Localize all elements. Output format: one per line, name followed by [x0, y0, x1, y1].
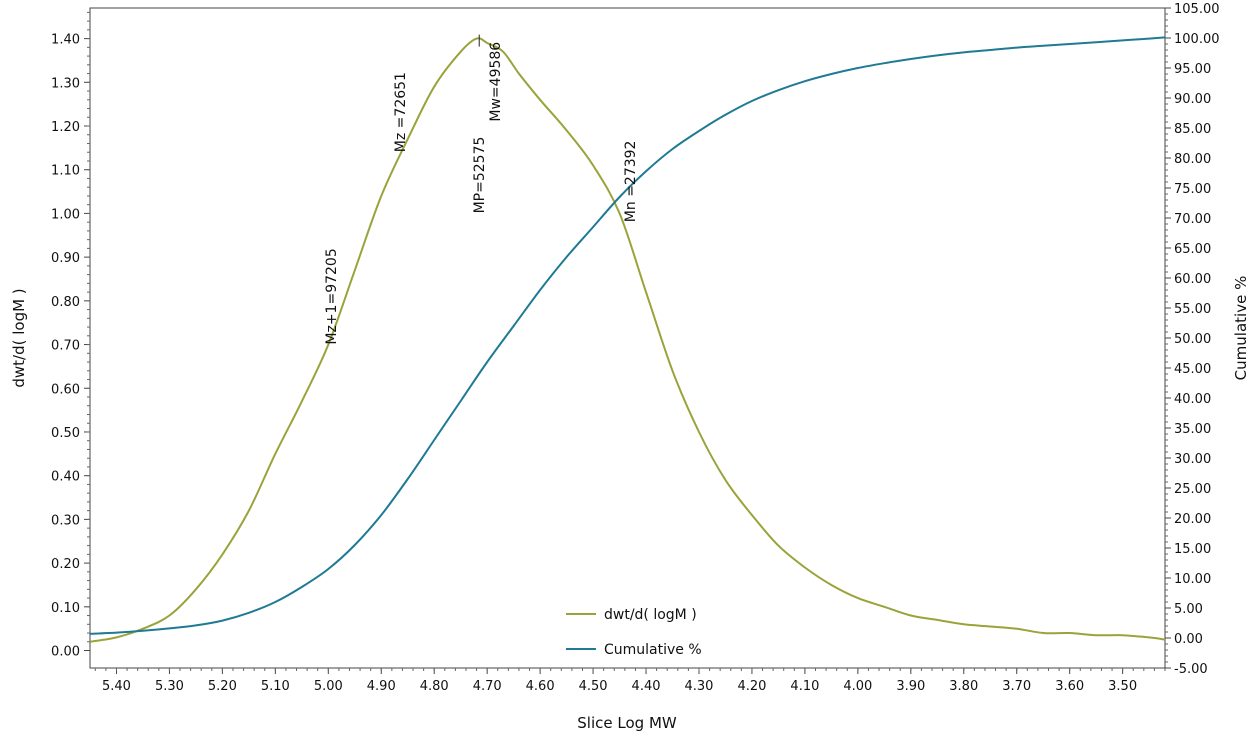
y-right-tick-label: 30.00 — [1174, 452, 1211, 467]
x-tick-label: 3.70 — [1002, 679, 1031, 694]
y-right-tick-label: 20.00 — [1174, 512, 1211, 527]
y-right-axis-title: Cumulative % — [1232, 276, 1250, 381]
y-right-tick-label: 55.00 — [1174, 302, 1211, 317]
y-right-tick-label: -5.00 — [1174, 662, 1208, 677]
x-tick-label: 4.90 — [367, 679, 396, 694]
y-right-tick-label: 45.00 — [1174, 362, 1211, 377]
y-right-tick-label: 15.00 — [1174, 542, 1211, 557]
legend-label-dwt: dwt/d( logM ) — [604, 607, 697, 623]
y-left-tick-label: 0.30 — [51, 513, 80, 528]
y-left-tick-label: 0.40 — [51, 470, 80, 485]
x-tick-label: 3.80 — [949, 679, 978, 694]
y-left-tick-label: 1.30 — [51, 76, 80, 91]
x-tick-label: 3.50 — [1108, 679, 1137, 694]
y-right-tick-label: 105.00 — [1174, 2, 1220, 17]
y-left-tick-label: 1.40 — [51, 33, 80, 48]
y-right-tick-label: 80.00 — [1174, 152, 1211, 167]
y-right-tick-label: 65.00 — [1174, 242, 1211, 257]
y-right-tick-label: 70.00 — [1174, 212, 1211, 227]
y-left-tick-label: 0.90 — [51, 251, 80, 266]
annotation-label: Mz =72651 — [393, 72, 409, 152]
x-tick-label: 4.80 — [420, 679, 449, 694]
y-left-tick-label: 0.70 — [51, 339, 80, 354]
x-axis-title: Slice Log MW — [577, 714, 677, 732]
y-left-tick-label: 1.10 — [51, 164, 80, 179]
y-right-tick-label: 100.00 — [1174, 32, 1220, 47]
y-right-tick-label: 25.00 — [1174, 482, 1211, 497]
x-tick-label: 4.10 — [790, 679, 819, 694]
y-left-tick-label: 0.00 — [51, 645, 80, 660]
x-tick-label: 3.90 — [896, 679, 925, 694]
y-left-axis-ticks: 0.00 0.10 0.20 0.30 0.40 0.50 0.60 0.70 0.80 0.90… — [51, 11, 90, 660]
y-right-tick-label: 90.00 — [1174, 92, 1211, 107]
y-left-tick-label: 0.10 — [51, 601, 80, 616]
y-right-tick-label: 35.00 — [1174, 422, 1211, 437]
x-tick-label: 4.50 — [579, 679, 608, 694]
x-tick-label: 4.40 — [632, 679, 661, 694]
y-right-tick-label: 5.00 — [1174, 602, 1203, 617]
x-tick-label: 4.70 — [473, 679, 502, 694]
y-left-tick-label: 0.20 — [51, 557, 80, 572]
annotation-label: Mz+1=97205 — [324, 248, 340, 344]
x-tick-label: 3.60 — [1055, 679, 1084, 694]
y-right-tick-label: 85.00 — [1174, 122, 1211, 137]
y-left-tick-label: 0.50 — [51, 426, 80, 441]
annotation-label: Mw=49586 — [488, 42, 504, 122]
legend: dwt/d( logM ) Cumulative % — [566, 607, 702, 658]
x-tick-label: 4.20 — [737, 679, 766, 694]
y-right-tick-label: 40.00 — [1174, 392, 1211, 407]
y-right-tick-label: 60.00 — [1174, 272, 1211, 287]
annotation-label: Mn =27392 — [623, 141, 639, 223]
x-tick-label: 5.10 — [261, 679, 290, 694]
x-tick-label: 5.30 — [155, 679, 184, 694]
y-right-tick-label: 75.00 — [1174, 182, 1211, 197]
x-tick-label: 4.30 — [685, 679, 714, 694]
series-dwt-line — [89, 37, 1166, 643]
x-tick-label: 5.20 — [208, 679, 237, 694]
y-left-tick-label: 1.20 — [51, 120, 80, 135]
x-tick-label: 4.60 — [526, 679, 555, 694]
y-left-tick-label: 0.80 — [51, 295, 80, 310]
x-tick-label: 5.00 — [314, 679, 343, 694]
series-cumulative-line — [89, 36, 1166, 635]
x-axis-ticks: 5.40 5.30 5.20 5.10 5.00 4.90 4.80 4.70 4.60 4.50… — [94, 668, 1166, 694]
y-right-tick-label: 95.00 — [1174, 62, 1211, 77]
annotation-label: MP=52575 — [472, 137, 488, 214]
y-right-tick-label: 10.00 — [1174, 572, 1211, 587]
y-right-axis-ticks: -5.00 0.00 5.00 10.00 15.00 20.00 25.00 30.00 35… — [1165, 2, 1220, 677]
x-tick-label: 5.40 — [102, 679, 131, 694]
legend-label-cumulative: Cumulative % — [604, 642, 702, 658]
y-left-axis-title: dwt/d( logM ) — [10, 288, 28, 387]
series-layer — [89, 36, 1166, 643]
y-right-tick-label: 0.00 — [1174, 632, 1203, 647]
y-right-tick-label: 50.00 — [1174, 332, 1211, 347]
x-tick-label: 4.00 — [843, 679, 872, 694]
plot-area-frame — [89, 7, 1166, 669]
y-left-tick-label: 1.00 — [51, 207, 80, 222]
y-left-tick-label: 0.60 — [51, 382, 80, 397]
